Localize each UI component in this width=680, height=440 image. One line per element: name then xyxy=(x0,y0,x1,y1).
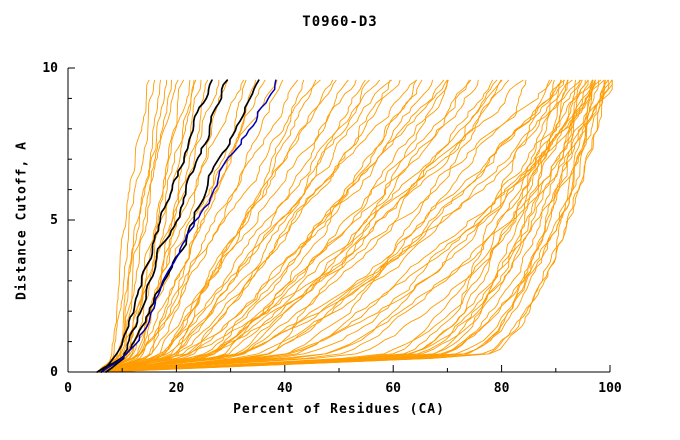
server-models-orange-curve xyxy=(100,79,423,373)
server-models-orange-curve xyxy=(100,79,593,373)
server-models-orange-curve xyxy=(101,79,448,373)
server-models-orange-curve xyxy=(96,79,589,373)
server-models-orange-curve xyxy=(101,79,612,373)
server-models-orange-curve xyxy=(103,79,349,373)
server-models-orange-curve xyxy=(97,79,321,373)
server-models-orange-curve xyxy=(104,79,550,373)
curves-layer xyxy=(95,79,613,373)
highlight-model-blue-curve xyxy=(100,79,277,373)
server-models-orange-curve xyxy=(101,79,493,373)
server-models-orange-curve xyxy=(103,79,298,373)
server-models-orange-curve xyxy=(100,79,156,373)
server-models-orange-curve xyxy=(98,79,605,373)
server-models-orange-curve xyxy=(99,79,568,373)
axes xyxy=(67,67,611,373)
server-models-orange-curve xyxy=(97,79,172,373)
x-tick-label: 80 xyxy=(494,381,510,396)
server-models-orange-curve xyxy=(98,79,168,373)
server-models-orange-curve xyxy=(100,79,562,373)
server-models-orange-curve xyxy=(101,79,555,373)
server-models-orange-curve xyxy=(96,79,195,373)
server-models-orange-curve xyxy=(103,79,502,373)
x-tick-label: 40 xyxy=(277,381,293,396)
server-models-orange-curve xyxy=(103,79,576,373)
chart-title: T0960-D3 xyxy=(302,14,378,30)
server-models-orange-curve xyxy=(101,79,596,373)
server-models-orange-curve xyxy=(97,79,179,373)
server-models-orange-curve xyxy=(97,79,593,373)
server-models-orange-curve xyxy=(95,79,391,373)
server-models-orange-curve xyxy=(98,79,305,373)
server-models-orange-curve xyxy=(97,79,433,373)
server-models-orange-curve xyxy=(100,79,565,373)
server-models-orange-curve xyxy=(106,79,527,373)
server-models-orange-curve xyxy=(104,79,600,373)
server-models-orange-curve xyxy=(105,79,596,373)
server-models-orange-curve xyxy=(97,79,161,373)
server-models-orange-curve xyxy=(97,79,247,373)
server-models-orange-curve xyxy=(101,79,392,373)
server-models-orange-curve xyxy=(101,79,586,373)
reference-models-black-curve xyxy=(96,79,260,373)
server-models-orange-curve xyxy=(102,79,580,373)
server-models-orange-curve xyxy=(105,79,445,373)
server-models-orange-curve xyxy=(101,79,609,373)
y-tick-label: 10 xyxy=(42,61,58,76)
server-models-orange-curve xyxy=(101,79,380,373)
x-tick-label: 60 xyxy=(385,381,401,396)
server-models-orange-curve xyxy=(103,79,417,373)
server-models-orange-curve xyxy=(96,79,244,373)
server-models-orange-curve xyxy=(104,79,498,373)
reference-models-black-curve xyxy=(100,79,213,373)
server-models-orange-curve xyxy=(96,79,602,373)
x-tick-label: 20 xyxy=(169,381,185,396)
server-models-orange-curve xyxy=(102,79,472,373)
y-tick-label: 0 xyxy=(50,365,58,380)
y-tick-label: 5 xyxy=(50,213,58,228)
server-models-orange-curve xyxy=(95,79,573,373)
server-models-orange-curve xyxy=(107,79,582,373)
server-models-orange-curve xyxy=(100,79,317,373)
server-models-orange-curve xyxy=(99,79,553,373)
server-models-orange-curve xyxy=(98,79,370,373)
server-models-orange-curve xyxy=(99,79,583,373)
server-models-orange-curve xyxy=(102,79,337,373)
server-models-orange-curve xyxy=(101,79,418,373)
x-tick-label: 0 xyxy=(64,381,72,396)
server-models-orange-curve xyxy=(101,79,357,373)
server-models-orange-curve xyxy=(99,79,229,373)
server-models-orange-curve xyxy=(97,79,569,373)
server-models-orange-curve xyxy=(105,79,278,373)
server-models-orange-curve xyxy=(98,79,257,373)
reference-models-black-curve xyxy=(105,79,229,373)
x-tick-label: 100 xyxy=(598,381,622,396)
server-models-orange-curve xyxy=(99,79,191,373)
server-models-orange-curve xyxy=(97,79,503,373)
server-models-orange-curve xyxy=(100,79,613,373)
server-models-orange-curve xyxy=(105,79,593,373)
server-models-orange-curve xyxy=(103,79,266,373)
server-models-orange-curve xyxy=(103,79,448,373)
server-models-orange-curve xyxy=(96,79,565,373)
x-axis-label: Percent of Residues (CA) xyxy=(233,402,445,417)
server-models-orange-curve xyxy=(99,79,220,373)
server-models-orange-curve xyxy=(103,79,479,373)
server-models-orange-curve xyxy=(96,79,366,373)
server-models-orange-curve xyxy=(96,79,606,373)
server-models-orange-curve xyxy=(98,79,284,373)
server-models-orange-curve xyxy=(101,79,150,373)
server-models-orange-curve xyxy=(98,79,562,373)
